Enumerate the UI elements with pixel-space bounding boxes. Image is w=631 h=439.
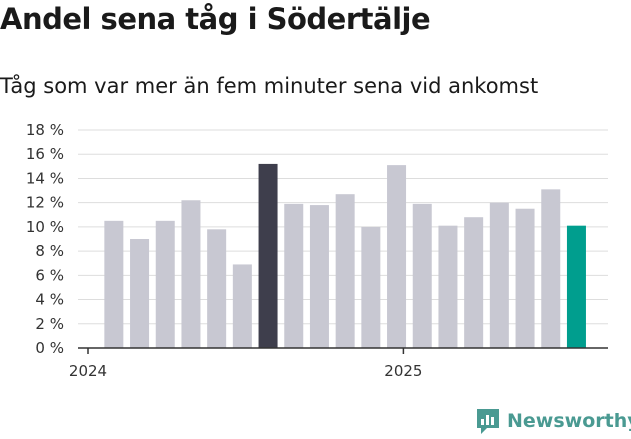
y-tick-label: 2 %	[35, 315, 64, 333]
bar	[361, 226, 381, 348]
bar	[566, 225, 586, 348]
bar	[104, 220, 124, 348]
y-tick-label: 14 %	[26, 169, 64, 187]
bar	[155, 220, 175, 348]
y-tick-label: 8 %	[35, 242, 64, 260]
y-tick-label: 0 %	[35, 339, 64, 357]
bar	[181, 200, 201, 348]
newsworthy-logo-icon	[477, 409, 499, 434]
chart-title: Andel sena tåg i Södertälje	[0, 2, 431, 36]
bar	[284, 203, 304, 348]
y-tick-label: 10 %	[26, 218, 64, 236]
bar	[412, 203, 432, 348]
chart-subtitle: Tåg som var mer än fem minuter sena vid …	[0, 74, 539, 98]
bar	[130, 239, 150, 348]
y-tick-label: 4 %	[35, 291, 64, 309]
y-tick-label: 16 %	[26, 145, 64, 163]
bar	[438, 225, 458, 348]
bar	[309, 205, 329, 348]
brand-name: Newsworthy	[507, 410, 631, 432]
bar	[515, 208, 535, 348]
y-tick-label: 6 %	[35, 266, 64, 284]
bar	[541, 189, 561, 348]
bar	[489, 202, 509, 348]
bar	[232, 264, 252, 348]
bar	[387, 165, 407, 348]
bar	[335, 194, 355, 348]
y-tick-label: 12 %	[26, 194, 64, 212]
x-axis-ticks: 2024 2025	[69, 348, 422, 380]
bars	[104, 163, 586, 348]
bar	[207, 229, 227, 348]
x-tick-label: 2025	[384, 362, 422, 380]
newsworthy-logo: Newsworthy	[475, 407, 631, 435]
y-axis-ticks: 0 % 2 % 4 % 6 % 8 % 10 % 12 % 14 % 16 % 18 %	[26, 121, 64, 357]
y-tick-label: 18 %	[26, 121, 64, 139]
x-tick-label: 2024	[69, 362, 107, 380]
bar	[258, 163, 278, 348]
bar	[464, 217, 484, 348]
